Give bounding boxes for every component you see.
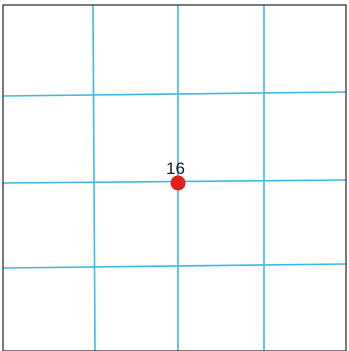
marked-point-label: 16 <box>166 159 185 178</box>
grid-vertical-line-1 <box>92 4 96 351</box>
grid-border <box>2 4 347 351</box>
grid-horizontal-line-1 <box>2 91 347 97</box>
marked-point <box>170 175 186 191</box>
grid-horizontal-line-3 <box>2 263 347 269</box>
